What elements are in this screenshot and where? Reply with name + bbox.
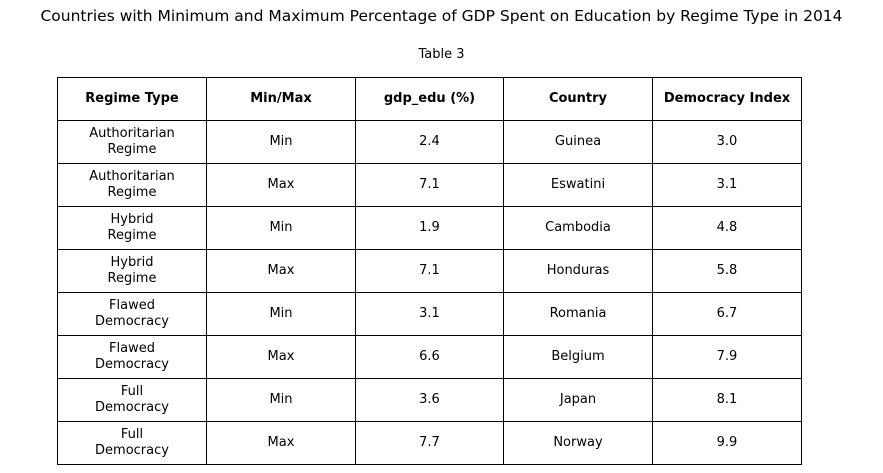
table-header: Regime Type Min/Max gdp_edu (%) Country … <box>57 77 802 121</box>
cell-text-line: Full <box>120 384 144 399</box>
country-cell: Cambodia <box>503 206 653 250</box>
chart-title: Countries with Minimum and Maximum Perce… <box>40 7 843 25</box>
min-max-cell: Max <box>206 421 356 465</box>
gdp-edu-cell: 3.6 <box>355 378 504 422</box>
cell-text-line: Democracy <box>95 357 169 372</box>
country-cell: Eswatini <box>503 163 653 207</box>
table-row: Full Democracy Max 7.7 Norway 9.9 <box>57 421 802 465</box>
regime-type-cell: Full Democracy <box>57 378 207 422</box>
democracy-index-cell: 9.9 <box>652 421 802 465</box>
cell-text-line: Regime <box>107 271 157 286</box>
country-cell: Norway <box>503 421 653 465</box>
cell-text-line: Authoritarian <box>89 126 175 141</box>
data-table: Regime Type Min/Max gdp_edu (%) Country … <box>57 77 802 465</box>
cell-text-line: Full <box>120 427 144 442</box>
min-max-cell: Min <box>206 120 356 164</box>
democracy-index-cell: 3.1 <box>652 163 802 207</box>
table-caption: Table 3 <box>418 47 465 62</box>
column-header-democracy-index: Democracy Index <box>652 77 802 121</box>
gdp-edu-cell: 6.6 <box>355 335 504 379</box>
table-row: Hybrid Regime Max 7.1 Honduras 5.8 <box>57 249 802 293</box>
table-row: Authoritarian Regime Min 2.4 Guinea 3.0 <box>57 120 802 164</box>
cell-text-line: Regime <box>107 142 157 157</box>
cell-text-line: Hybrid <box>110 255 154 270</box>
regime-type-cell: Flawed Democracy <box>57 292 207 336</box>
table-row: Authoritarian Regime Max 7.1 Eswatini 3.1 <box>57 163 802 207</box>
democracy-index-cell: 8.1 <box>652 378 802 422</box>
gdp-edu-cell: 2.4 <box>355 120 504 164</box>
gdp-edu-cell: 7.1 <box>355 163 504 207</box>
regime-type-cell: Flawed Democracy <box>57 335 207 379</box>
country-cell: Romania <box>503 292 653 336</box>
cell-text-line: Flawed <box>109 341 155 356</box>
min-max-cell: Max <box>206 335 356 379</box>
gdp-edu-cell: 7.7 <box>355 421 504 465</box>
cell-text-line: Democracy <box>95 443 169 458</box>
column-header-regime-type: Regime Type <box>57 77 207 121</box>
table-row: Full Democracy Min 3.6 Japan 8.1 <box>57 378 802 422</box>
cell-text-line: Authoritarian <box>89 169 175 184</box>
democracy-index-cell: 7.9 <box>652 335 802 379</box>
min-max-cell: Max <box>206 249 356 293</box>
min-max-cell: Min <box>206 378 356 422</box>
table-row: Flawed Democracy Max 6.6 Belgium 7.9 <box>57 335 802 379</box>
column-header-gdp-edu: gdp_edu (%) <box>355 77 504 121</box>
cell-text-line: Regime <box>107 228 157 243</box>
democracy-index-cell: 6.7 <box>652 292 802 336</box>
column-header-min-max: Min/Max <box>206 77 356 121</box>
min-max-cell: Min <box>206 292 356 336</box>
table-row: Hybrid Regime Min 1.9 Cambodia 4.8 <box>57 206 802 250</box>
gdp-edu-cell: 7.1 <box>355 249 504 293</box>
table-body: Authoritarian Regime Min 2.4 Guinea 3.0 Author… <box>57 120 802 465</box>
democracy-index-cell: 4.8 <box>652 206 802 250</box>
country-cell: Japan <box>503 378 653 422</box>
gdp-edu-cell: 1.9 <box>355 206 504 250</box>
regime-type-cell: Authoritarian Regime <box>57 120 207 164</box>
democracy-index-cell: 3.0 <box>652 120 802 164</box>
cell-text-line: Hybrid <box>110 212 154 227</box>
country-cell: Honduras <box>503 249 653 293</box>
cell-text-line: Democracy <box>95 400 169 415</box>
country-cell: Guinea <box>503 120 653 164</box>
header-row: Regime Type Min/Max gdp_edu (%) Country … <box>57 77 802 121</box>
cell-text-line: Regime <box>107 185 157 200</box>
regime-type-cell: Full Democracy <box>57 421 207 465</box>
regime-type-cell: Authoritarian Regime <box>57 163 207 207</box>
min-max-cell: Max <box>206 163 356 207</box>
gdp-edu-cell: 3.1 <box>355 292 504 336</box>
cell-text-line: Democracy <box>95 314 169 329</box>
table-row: Flawed Democracy Min 3.1 Romania 6.7 <box>57 292 802 336</box>
country-cell: Belgium <box>503 335 653 379</box>
regime-type-cell: Hybrid Regime <box>57 206 207 250</box>
min-max-cell: Min <box>206 206 356 250</box>
cell-text-line: Flawed <box>109 298 155 313</box>
column-header-country: Country <box>503 77 653 121</box>
regime-type-cell: Hybrid Regime <box>57 249 207 293</box>
democracy-index-cell: 5.8 <box>652 249 802 293</box>
